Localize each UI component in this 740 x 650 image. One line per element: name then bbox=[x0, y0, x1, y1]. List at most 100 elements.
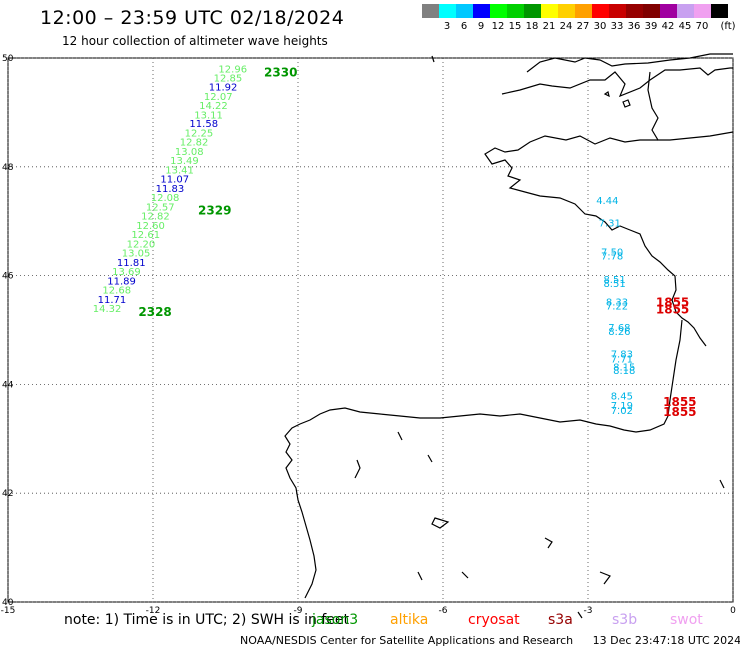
legend-label: 36 bbox=[627, 21, 641, 32]
inland-lake bbox=[599, 571, 611, 585]
coastline-aquitaine bbox=[284, 319, 683, 599]
swh-value: 11.81 bbox=[117, 258, 146, 269]
legend-swatch bbox=[541, 4, 558, 18]
coastline-britain bbox=[501, 67, 733, 98]
coastline-brittany bbox=[484, 135, 707, 347]
coastline-britain-south bbox=[526, 53, 733, 73]
map-grid bbox=[7, 57, 734, 603]
swh-value: 13.41 bbox=[165, 165, 194, 176]
swh-value: 8.33 bbox=[606, 298, 628, 309]
swh-value: 11.83 bbox=[156, 184, 185, 195]
legend-swatch bbox=[456, 4, 473, 18]
legend-swatch bbox=[524, 4, 541, 18]
map-title: 12:00 – 23:59 UTC 02/18/2024 bbox=[40, 7, 345, 29]
legend-label: 30 bbox=[593, 21, 607, 32]
swh-value: 12.25 bbox=[185, 128, 214, 139]
swh-value: 12.08 bbox=[151, 193, 180, 204]
altimeter-tracks: 12.9612.8511.9212.0714.2213.1111.5812.25… bbox=[93, 65, 697, 419]
legend-label: 24 bbox=[559, 21, 573, 32]
footer-timestamp: 13 Dec 23:47:18 UTC 2024 bbox=[592, 634, 740, 647]
swh-value: 12.85 bbox=[214, 73, 243, 84]
legend-label: 33 bbox=[610, 21, 624, 32]
swh-value: 13.49 bbox=[170, 156, 199, 167]
swh-value: 7.22 bbox=[606, 301, 628, 312]
y-tick-label: 50 bbox=[2, 54, 14, 64]
inland-lake bbox=[431, 55, 435, 63]
swh-value: 4.44 bbox=[596, 196, 618, 207]
inland-lake bbox=[544, 537, 553, 549]
x-tick-label: -6 bbox=[439, 606, 448, 616]
legend-label: 6 bbox=[460, 21, 468, 32]
pass-time-label: 2330 bbox=[264, 66, 297, 80]
swh-value: 12.82 bbox=[180, 138, 209, 149]
inland-lake bbox=[397, 431, 403, 441]
x-tick-label: -3 bbox=[584, 606, 593, 616]
swh-value: 8.45 bbox=[611, 392, 633, 403]
inland-lake bbox=[354, 459, 361, 479]
footer-center: NOAA/NESDIS Center for Satellite Applica… bbox=[240, 634, 574, 647]
legend-swatch bbox=[694, 4, 711, 18]
legend-label: 21 bbox=[542, 21, 556, 32]
y-tick-label: 44 bbox=[2, 380, 14, 390]
swh-value: 8.26 bbox=[608, 327, 630, 338]
pass-time-label: 2329 bbox=[198, 203, 231, 217]
swh-value: 7.19 bbox=[611, 401, 633, 412]
swh-value: 11.92 bbox=[209, 83, 238, 94]
swh-value: 7.02 bbox=[611, 406, 633, 417]
legend-swatch bbox=[626, 4, 643, 18]
swh-value: 11.58 bbox=[189, 119, 218, 130]
legend-label: 39 bbox=[644, 21, 658, 32]
swh-value: 13.11 bbox=[194, 110, 223, 121]
legend-swatch bbox=[473, 4, 490, 18]
legend-swatch bbox=[660, 4, 677, 18]
legend-label: 45 bbox=[678, 21, 692, 32]
pass-time-label: 2328 bbox=[138, 305, 171, 319]
inland-lake bbox=[417, 571, 423, 581]
swh-value: 7.83 bbox=[611, 350, 633, 361]
legend-label: 27 bbox=[576, 21, 590, 32]
swh-value: 8.15 bbox=[613, 362, 635, 373]
legend-label: 42 bbox=[661, 21, 675, 32]
coastline-island bbox=[603, 91, 610, 98]
swh-value: 8.51 bbox=[603, 275, 625, 286]
legend-swatch bbox=[677, 4, 694, 18]
swh-value: 7.71 bbox=[611, 355, 633, 366]
pass-time-label: 1855 bbox=[656, 296, 689, 310]
swh-value: 12.20 bbox=[127, 239, 156, 250]
mission-label: altika bbox=[390, 612, 429, 628]
map-axes: -15 -12 -9 -6 -3 0 50 48 46 44 42 40 bbox=[1, 54, 736, 616]
legend-label: 18 bbox=[525, 21, 539, 32]
x-tick-label: -12 bbox=[146, 606, 161, 616]
legend-label: 3 bbox=[443, 21, 451, 32]
inland-lake bbox=[431, 517, 450, 529]
legend-swatch bbox=[507, 4, 524, 18]
inland-lake bbox=[461, 571, 469, 579]
inland-lake bbox=[577, 611, 583, 619]
coastline-island bbox=[622, 99, 631, 108]
legend-swatch bbox=[490, 4, 507, 18]
legend-swatch bbox=[558, 4, 575, 18]
y-tick-label: 48 bbox=[2, 163, 14, 173]
swh-value: 11.07 bbox=[160, 175, 189, 186]
legend-swatch bbox=[643, 4, 660, 18]
legend-label: 15 bbox=[508, 21, 522, 32]
legend-label: 9 bbox=[477, 21, 485, 32]
swh-value: 12.82 bbox=[141, 212, 170, 223]
footer: NOAA/NESDIS Center for Satellite Applica… bbox=[240, 634, 740, 647]
inland-lake bbox=[427, 454, 433, 463]
swh-value: 7.50 bbox=[601, 247, 623, 258]
mission-label: jason3 bbox=[312, 612, 359, 628]
swh-value: 13.69 bbox=[112, 267, 141, 278]
swh-value: 11.71 bbox=[98, 295, 127, 306]
swh-value: 12.61 bbox=[131, 230, 160, 241]
legend-label: 12 bbox=[491, 21, 505, 32]
legend-swatch bbox=[575, 4, 592, 18]
pass-time-label: 1855 bbox=[663, 405, 696, 419]
swh-value: 14.32 bbox=[93, 304, 122, 315]
note-text: note: 1) Time is in UTC; 2) SWH is in fe… bbox=[64, 612, 350, 628]
legend-swatch bbox=[711, 4, 728, 18]
mission-label: swot bbox=[670, 612, 703, 628]
swh-value: 8.51 bbox=[603, 279, 625, 290]
legend-label: 70 bbox=[695, 21, 709, 32]
swh-value: 13.08 bbox=[175, 147, 204, 158]
